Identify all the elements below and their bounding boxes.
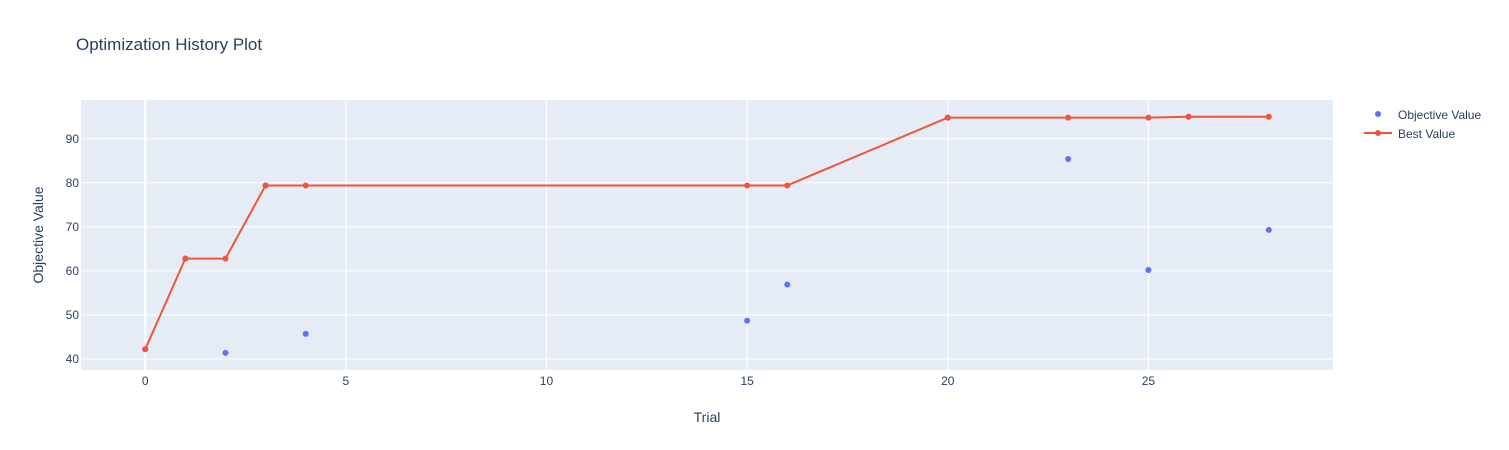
x-tick-label: 5 — [343, 374, 350, 388]
best-value-line — [144, 115, 1269, 350]
y-tick-label: 80 — [66, 176, 80, 190]
legend-item-objective-value[interactable]: Objective Value — [1375, 108, 1481, 122]
legend-marker-best-value — [1375, 130, 1381, 136]
best-value-point[interactable] — [1265, 113, 1272, 120]
plot-area — [81, 100, 1333, 370]
best-value-point[interactable] — [944, 114, 951, 121]
best-value-point[interactable] — [1065, 114, 1072, 121]
x-tick-label: 0 — [142, 374, 149, 388]
best-value-point[interactable] — [1145, 114, 1152, 121]
x-axis-title: Trial — [694, 409, 721, 425]
objective-value-point[interactable] — [222, 349, 229, 356]
y-tick-label: 50 — [66, 308, 80, 322]
y-tick-label: 70 — [66, 220, 80, 234]
objective-value-point[interactable] — [1145, 267, 1152, 274]
y-tick-label: 90 — [66, 132, 80, 146]
x-tick-label: 15 — [740, 374, 754, 388]
tick-layer: 0 5 10 15 20 25 40 50 60 70 80 90 — [66, 132, 1156, 388]
objective-value-point[interactable] — [784, 281, 791, 288]
series-layer — [142, 113, 1272, 356]
x-tick-label: 10 — [540, 374, 554, 388]
legend-item-best-value[interactable]: Best Value — [1364, 127, 1455, 141]
legend-label-best-value: Best Value — [1398, 127, 1455, 141]
best-value-point[interactable] — [222, 255, 229, 262]
x-tick-label: 25 — [1142, 374, 1156, 388]
objective-value-point[interactable] — [744, 317, 751, 324]
y-tick-label: 40 — [66, 352, 80, 366]
best-value-point[interactable] — [262, 182, 269, 189]
best-value-point[interactable] — [302, 182, 309, 189]
best-value-point[interactable] — [784, 182, 791, 189]
legend-marker-objective-value — [1375, 111, 1381, 117]
best-value-point[interactable] — [142, 346, 149, 353]
best-value-point[interactable] — [744, 182, 751, 189]
grid-layer — [81, 100, 1333, 370]
objective-value-point[interactable] — [1265, 226, 1272, 233]
objective-value-point[interactable] — [1065, 156, 1072, 163]
best-value-point[interactable] — [182, 255, 189, 262]
objective-value-point[interactable] — [302, 330, 309, 337]
legend-label-objective-value: Objective Value — [1398, 108, 1481, 122]
chart-title: Optimization History Plot — [76, 35, 262, 54]
y-tick-label: 60 — [66, 264, 80, 278]
x-tick-label: 20 — [941, 374, 955, 388]
legend[interactable]: Objective Value Best Value — [1364, 108, 1481, 141]
y-axis-title: Objective Value — [30, 186, 46, 283]
best-value-point[interactable] — [1185, 113, 1192, 120]
